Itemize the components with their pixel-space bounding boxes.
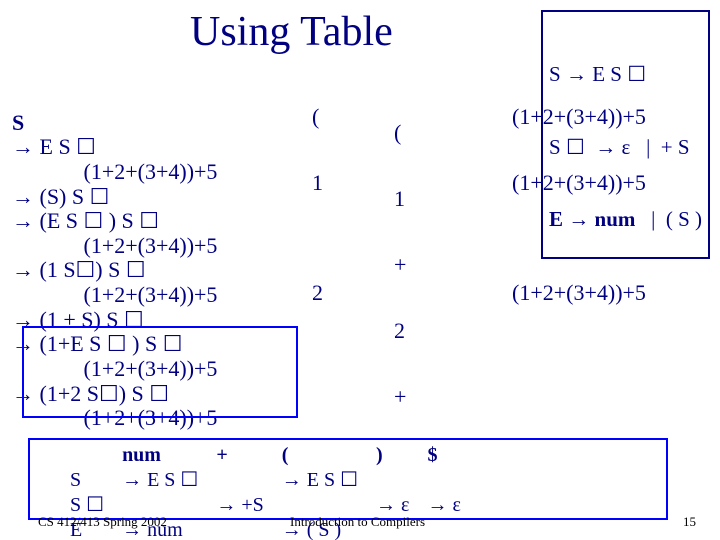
deriv-l7: → (1 S☐) S ☐ <box>12 257 146 282</box>
r-2: (1+2+(3+4))+5 <box>512 172 646 194</box>
th-eof: $ <box>419 444 468 467</box>
th-rpar: ) <box>368 444 417 467</box>
input-col-rest: (1+2+(3+4))+5 (1+2+(3+4))+5 (1+2+(3+4))+… <box>512 84 646 326</box>
deriv-l1: S <box>12 110 24 135</box>
deriv-l2: → E S ☐ <box>12 134 96 159</box>
input-col-2: ( 1 + 2 + <box>394 100 406 430</box>
grammar-l1: S → E S ☐ <box>549 62 646 86</box>
r1-num: → E S ☐ <box>114 469 206 492</box>
deriv-l8: (1+2+(3+4))+5 <box>12 282 217 307</box>
c2-4: + <box>394 254 406 276</box>
slide-title: Using Table <box>190 8 393 56</box>
c2-0: ( <box>394 122 406 144</box>
th-lpar: ( <box>274 444 366 467</box>
footer-center: Introduction to Compilers <box>290 514 425 530</box>
deriv-l6: (1+2+(3+4))+5 <box>12 233 217 258</box>
footer-right: 15 <box>683 514 696 530</box>
c1-2: 1 <box>312 172 323 194</box>
deriv-l3: (1+2+(3+4))+5 <box>12 159 217 184</box>
c1-0: ( <box>312 106 323 128</box>
grammar-l2r: | + S <box>646 135 689 159</box>
th-plus: + <box>208 444 271 467</box>
input-col-1: ( 1 2 <box>312 84 323 370</box>
r-6: (1+2+(3+4))+5 <box>512 282 646 304</box>
highlight-rect-1 <box>22 326 298 418</box>
c2-6: 2 <box>394 320 406 342</box>
footer-left: CS 412/413 Spring 2002 <box>38 514 167 530</box>
r1-lhs: S <box>62 469 112 492</box>
r2-eof: → ε <box>419 494 468 517</box>
deriv-l5: → (E S ☐ ) S ☐ <box>12 208 159 233</box>
r-0: (1+2+(3+4))+5 <box>512 106 646 128</box>
r1-lpar: → E S ☐ <box>274 469 366 492</box>
grammar-l3r: | ( S ) <box>651 207 702 231</box>
r2-plus: → +S <box>208 494 271 517</box>
c2-8: + <box>394 386 406 408</box>
c2-2: 1 <box>394 188 406 210</box>
c1-6: 2 <box>312 282 323 304</box>
deriv-l4: → (S) S ☐ <box>12 184 109 209</box>
th-num: num <box>114 444 206 467</box>
